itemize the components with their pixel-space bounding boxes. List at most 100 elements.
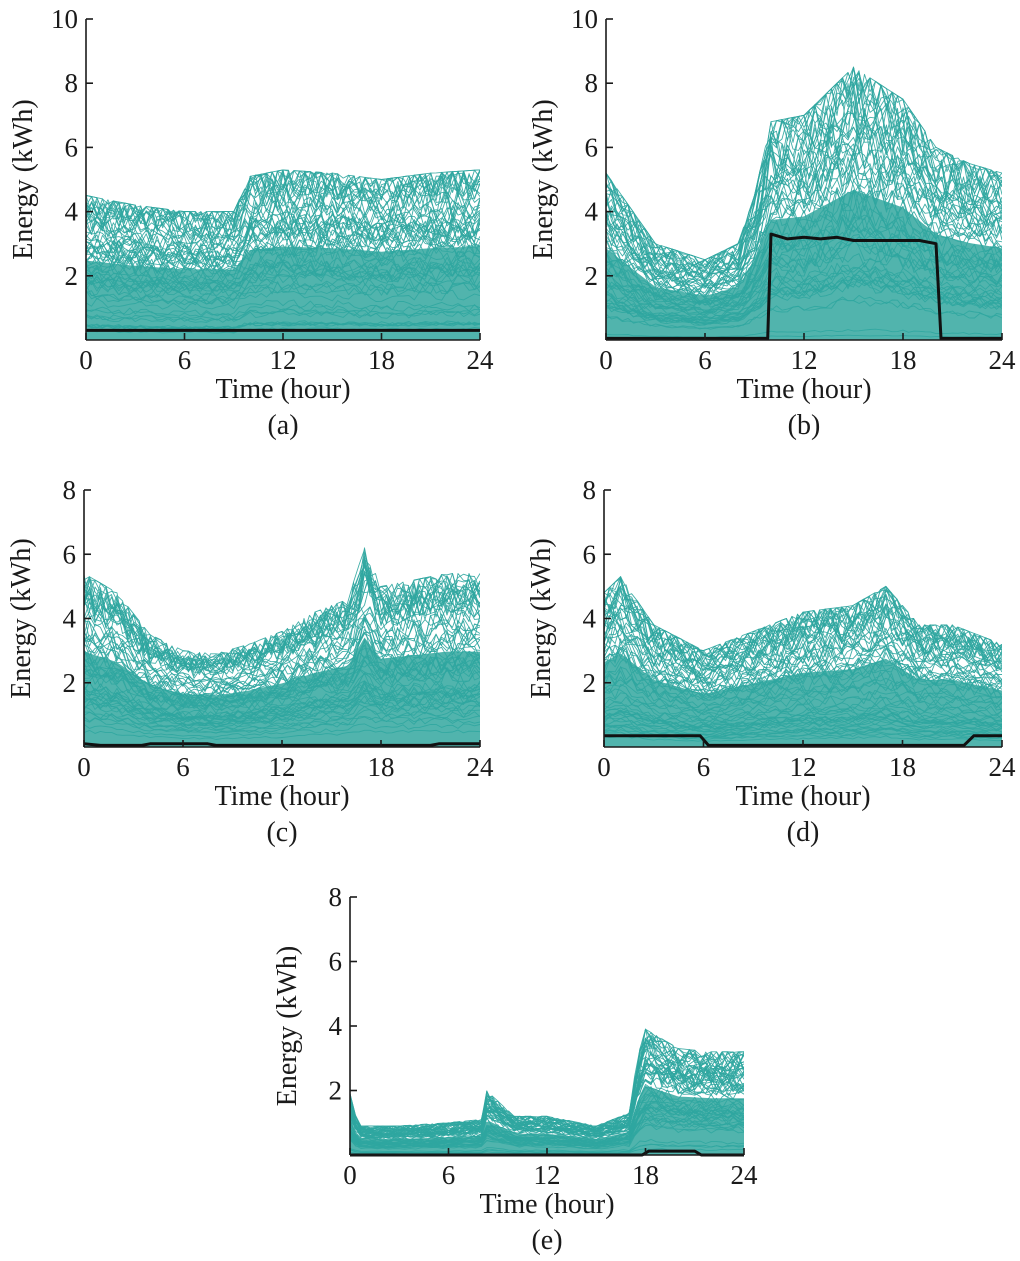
series-line — [350, 1091, 744, 1144]
series-line — [604, 611, 1002, 681]
series-line — [86, 178, 480, 241]
series-line — [84, 683, 480, 719]
series-line — [604, 692, 1002, 722]
x-tick-label: 12 — [790, 752, 817, 782]
series-line — [606, 234, 1002, 315]
series-curves — [84, 547, 480, 740]
x-axis-label: Time (hour) — [479, 1189, 614, 1220]
series-line — [84, 575, 480, 672]
series-line — [604, 666, 1002, 704]
series-line — [606, 131, 1002, 288]
series-line — [350, 1055, 744, 1136]
y-tick-label: 10 — [571, 4, 598, 34]
series-line — [86, 264, 480, 292]
x-tick-label: 6 — [697, 752, 711, 782]
series-line — [604, 656, 1002, 700]
x-tick-label: 18 — [368, 345, 395, 375]
y-tick-label: 4 — [583, 604, 597, 634]
y-tick-label: 2 — [583, 668, 597, 698]
series-line — [84, 633, 480, 700]
series-line — [86, 236, 480, 278]
series-line — [604, 588, 1002, 664]
y-tick-label: 4 — [329, 1011, 343, 1041]
x-tick-label: 6 — [698, 345, 712, 375]
series-line — [350, 1124, 744, 1150]
series-line — [604, 656, 1002, 701]
series-line — [84, 723, 480, 738]
series-line — [604, 624, 1002, 685]
series-line — [86, 255, 480, 289]
x-tick-label: 12 — [270, 345, 297, 375]
y-tick-label: 8 — [583, 475, 597, 505]
series-line — [350, 1062, 744, 1137]
series-line — [606, 91, 1002, 276]
series-curves — [86, 169, 480, 334]
series-line — [606, 115, 1002, 285]
series-line — [606, 253, 1002, 318]
series-line — [606, 264, 1002, 322]
series-line — [84, 566, 480, 661]
series-curves — [604, 576, 1002, 742]
series-line — [84, 649, 480, 706]
x-tick-label: 24 — [989, 752, 1017, 782]
series-line — [604, 593, 1002, 671]
series-line — [606, 180, 1002, 302]
series-line — [604, 620, 1002, 686]
x-tick-label: 24 — [989, 345, 1017, 375]
y-tick-label: 8 — [329, 882, 343, 912]
y-tick-label: 2 — [329, 1076, 343, 1106]
series-line — [86, 169, 480, 232]
series-line — [604, 734, 1002, 742]
series-line — [604, 688, 1002, 718]
series-line — [84, 648, 480, 704]
series-line — [604, 584, 1002, 658]
x-tick-label: 24 — [467, 345, 495, 375]
y-tick-label: 2 — [63, 668, 77, 698]
series-line — [86, 250, 480, 285]
series-line — [86, 218, 480, 266]
x-tick-label: 0 — [599, 345, 613, 375]
y-tick-label: 8 — [585, 68, 599, 98]
series-line — [86, 289, 480, 311]
series-line — [84, 603, 480, 687]
series-line — [84, 672, 480, 719]
x-axis-label: Time (hour) — [735, 781, 870, 812]
series-line — [350, 1086, 744, 1143]
y-tick-label: 6 — [63, 539, 77, 569]
series-line — [86, 308, 480, 322]
series-line — [84, 628, 480, 699]
series-line — [86, 269, 480, 299]
series-line — [84, 703, 480, 729]
series-line — [350, 1116, 744, 1149]
panel-caption: (c) — [266, 817, 297, 848]
x-tick-label: 6 — [178, 345, 192, 375]
y-axis-label: Energy (kWh) — [528, 99, 559, 259]
series-line — [86, 281, 480, 305]
series-line — [604, 576, 1002, 659]
y-axis-label: Energy (kWh) — [272, 946, 303, 1106]
series-line — [86, 281, 480, 306]
series-line — [86, 238, 480, 279]
series-line — [86, 177, 480, 241]
series-line — [86, 187, 480, 249]
y-tick-label: 6 — [65, 132, 79, 162]
centroid-line — [606, 232, 1002, 340]
series-line — [84, 617, 480, 697]
series-line — [350, 1105, 744, 1146]
series-line — [86, 280, 480, 305]
series-line — [86, 212, 480, 263]
series-line — [606, 72, 1002, 264]
series-line — [606, 102, 1002, 279]
series-line — [86, 321, 480, 330]
series-line — [606, 143, 1002, 290]
series-line — [84, 729, 480, 740]
series-line — [606, 298, 1002, 329]
series-line — [84, 552, 480, 673]
series-line — [84, 648, 480, 708]
series-line — [84, 638, 480, 704]
x-tick-label: 0 — [79, 345, 93, 375]
series-line — [604, 644, 1002, 698]
series-line — [606, 328, 1002, 338]
series-line — [86, 259, 480, 292]
